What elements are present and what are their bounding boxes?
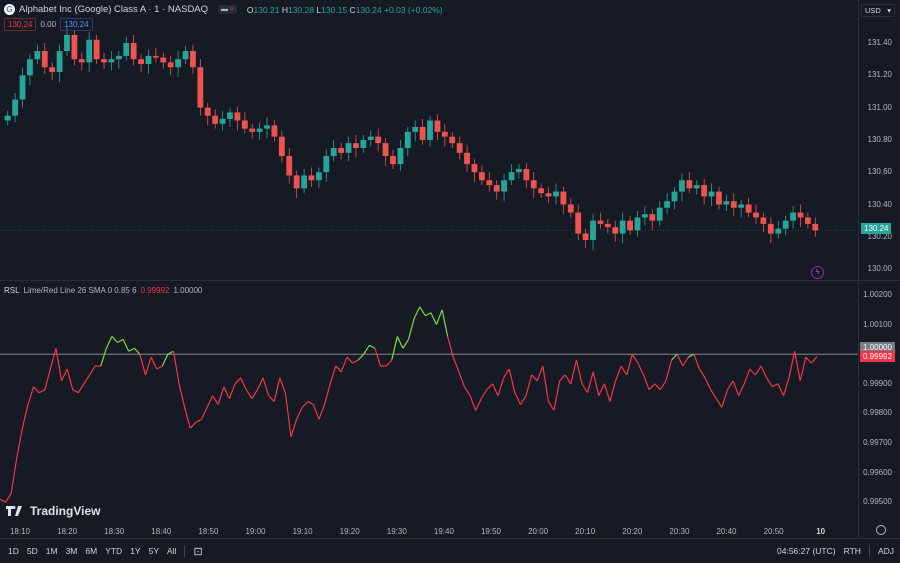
indicator-tick: 0.99500	[863, 497, 892, 507]
currency-select[interactable]: USD ▾	[861, 4, 895, 17]
toolbar-divider	[184, 545, 186, 557]
time-tick: 19:50	[480, 527, 502, 536]
price-tick: 130.80	[867, 134, 892, 144]
calendar-goto-icon[interactable]: ⊡	[193, 545, 203, 558]
time-tick: 18:40	[151, 527, 172, 536]
toolbar-divider	[868, 545, 870, 557]
symbol-title[interactable]: Alphabet Inc (Google) Class A · 1 · NASD…	[19, 4, 209, 15]
timeframe-all[interactable]: All	[167, 546, 177, 556]
candlestick-chart[interactable]	[0, 0, 858, 280]
sell-price-button[interactable]: 130.24	[4, 18, 37, 31]
timeframe-3m[interactable]: 3M	[65, 546, 78, 556]
indicator-params: Lime/Red Line 26 SMA 0 0.85 6	[23, 286, 137, 295]
bottom-divider	[0, 538, 900, 539]
time-tick: 19:20	[339, 527, 360, 536]
time-tick: 19:00	[245, 527, 266, 536]
ohlc-values: O130.21 H130.28 L130.15 C130.24 +0.03 (+…	[246, 4, 443, 15]
indicator-value: 0.99992	[140, 286, 170, 295]
legend-toggle[interactable]: ▬ ≈	[218, 5, 237, 14]
buy-price-button[interactable]: 130.24	[60, 18, 93, 31]
indicator-tick: 0.99900	[863, 378, 892, 388]
chevron-down-icon: ▾	[887, 6, 891, 15]
session-button[interactable]: RTH	[843, 546, 861, 556]
indicator-baseline: 1.00000	[173, 286, 203, 295]
last-price-tag: 130.24	[861, 223, 892, 234]
indicator-pane[interactable]	[0, 281, 858, 508]
wave-icon: ≈	[230, 6, 234, 13]
indicator-name[interactable]: RSL	[4, 286, 20, 295]
time-tick: 10	[816, 527, 826, 536]
indicator-tick: 0.99600	[863, 467, 892, 477]
symbol-legend: G Alphabet Inc (Google) Class A · 1 · NA…	[4, 4, 443, 15]
price-axis-divider	[858, 0, 859, 538]
time-tick: 20:40	[716, 527, 737, 536]
price-tick: 130.40	[867, 199, 892, 209]
adjust-button[interactable]: ADJ	[877, 546, 894, 556]
time-tick: 18:50	[198, 527, 219, 536]
time-tick: 19:10	[292, 527, 313, 536]
time-tick: 18:10	[9, 527, 31, 536]
utc-clock[interactable]: 04:56:27 (UTC)	[777, 546, 836, 556]
tv-logo-icon	[6, 506, 22, 516]
timeframe-1m[interactable]: 1M	[45, 546, 58, 556]
timeframe-1y[interactable]: 1Y	[130, 546, 141, 556]
time-tick: 19:40	[433, 527, 454, 536]
timeframe-6m[interactable]: 6M	[85, 546, 98, 556]
time-tick: 18:20	[57, 527, 78, 536]
time-tick: 20:30	[669, 527, 690, 536]
bottom-toolbar: 1D 5D 1M 3M 6M YTD 1Y 5Y All ⊡ 04:56:27 (UTC) RT…	[0, 539, 900, 563]
minus-icon: ▬	[221, 6, 229, 13]
settings-gear-icon[interactable]	[876, 525, 886, 535]
price-pane[interactable]	[0, 0, 858, 280]
baseline-tag: 1.00000	[860, 342, 895, 353]
timeframe-buttons: 1D 5D 1M 3M 6M YTD 1Y 5Y All	[0, 546, 176, 556]
time-tick: 20:20	[622, 527, 643, 536]
timeframe-5d[interactable]: 5D	[26, 546, 38, 556]
rsl-value-tag: 0.99992	[860, 351, 895, 362]
price-tick: 131.00	[867, 102, 892, 112]
indicator-tick: 0.99800	[863, 408, 892, 418]
tradingview-logo[interactable]: TradingView	[6, 504, 100, 518]
price-tick: 131.20	[867, 70, 892, 80]
price-tick: 130.00	[867, 264, 892, 274]
price-tick: 130.20	[867, 231, 892, 241]
lightning-icon[interactable]: ϟ	[811, 266, 824, 279]
rsl-line-chart[interactable]	[0, 281, 858, 508]
time-tick: 20:50	[763, 527, 784, 536]
indicator-tick: 1.00200	[863, 290, 892, 299]
bid-ask-row: 130.24 0.00 130.24	[4, 18, 93, 31]
time-tick: 20:10	[575, 527, 596, 536]
pane-divider[interactable]	[0, 280, 900, 281]
timeframe-1d[interactable]: 1D	[8, 546, 19, 556]
price-tick: 131.40	[867, 38, 892, 47]
time-tick: 19:30	[386, 527, 407, 536]
indicator-tick: 1.00100	[863, 319, 892, 329]
price-tick: 130.60	[867, 167, 892, 177]
google-logo-icon: G	[4, 4, 15, 15]
spread-value: 0.00	[40, 20, 57, 29]
timeframe-5y[interactable]: 5Y	[148, 546, 159, 556]
time-tick: 18:30	[104, 527, 125, 536]
indicator-legend: RSL Lime/Red Line 26 SMA 0 0.85 6 0.9999…	[4, 286, 202, 295]
time-tick: 20:00	[528, 527, 549, 536]
indicator-tick: 0.99700	[863, 438, 892, 447]
timeframe-ytd[interactable]: YTD	[105, 546, 123, 556]
